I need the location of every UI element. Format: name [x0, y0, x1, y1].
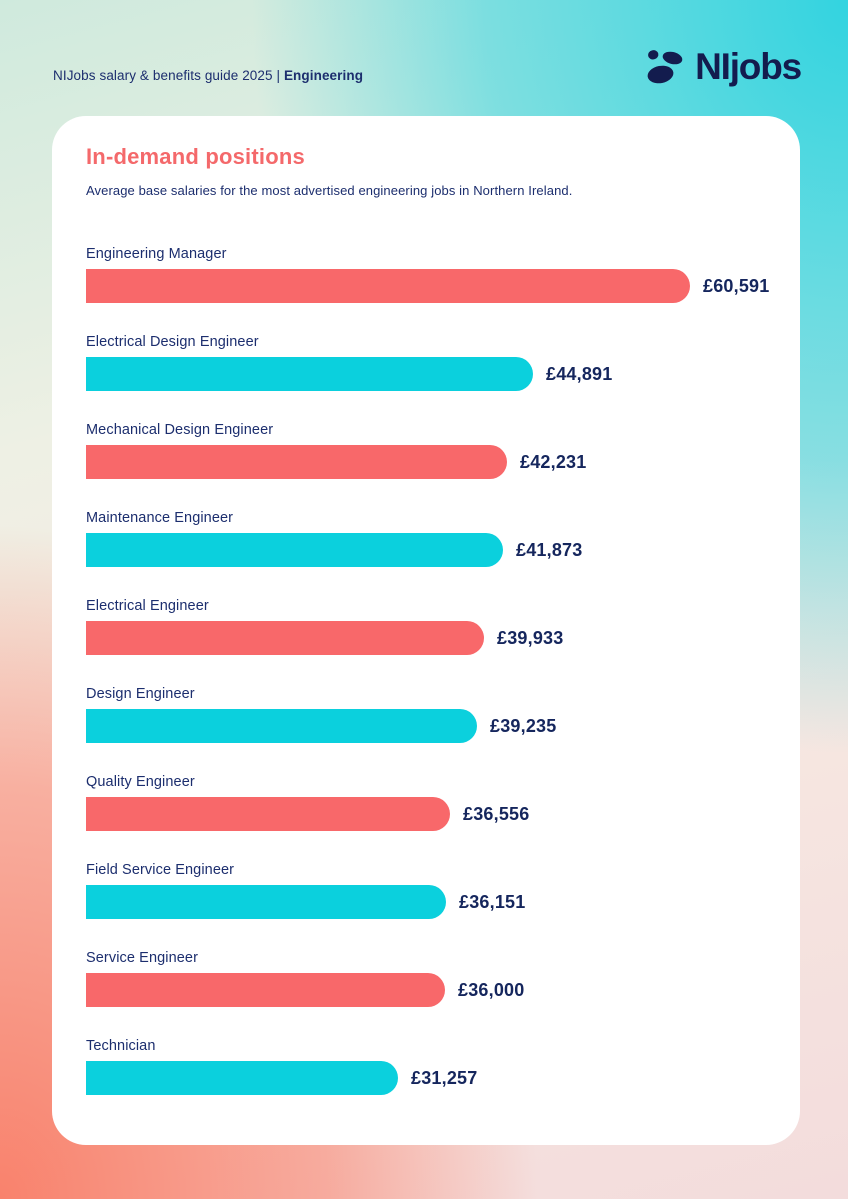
bar-row: Electrical Design Engineer £44,891 — [86, 334, 766, 391]
bar-row: Engineering Manager £60,591 — [86, 246, 770, 303]
bar-row: Maintenance Engineer £41,873 — [86, 510, 766, 567]
bar-row: Quality Engineer £36,556 — [86, 774, 766, 831]
bar-line: £44,891 — [86, 357, 766, 391]
bar-label: Technician — [86, 1038, 156, 1054]
bar-value: £42,231 — [520, 451, 587, 472]
bar-label: Design Engineer — [86, 686, 195, 702]
bar-line: £39,933 — [86, 621, 766, 655]
bar — [86, 445, 507, 479]
bar-value: £36,556 — [463, 803, 530, 824]
bar-value: £36,000 — [458, 979, 525, 1000]
bar-value: £39,933 — [497, 627, 564, 648]
card-subtitle: Average base salaries for the most adver… — [86, 183, 573, 198]
bar — [86, 269, 690, 303]
bar-value: £36,151 — [459, 891, 526, 912]
bar-label: Service Engineer — [86, 950, 199, 966]
bar-row: Design Engineer £39,235 — [86, 686, 766, 743]
bar-label: Maintenance Engineer — [86, 510, 234, 526]
bar-label: Electrical Design Engineer — [86, 334, 259, 350]
bar — [86, 885, 446, 919]
bar-row: Service Engineer £36,000 — [86, 950, 766, 1007]
bar-value: £60,591 — [703, 275, 770, 296]
bar-value: £31,257 — [411, 1067, 478, 1088]
bar — [86, 533, 503, 567]
bar-label: Engineering Manager — [86, 246, 227, 262]
bar-line: £42,231 — [86, 445, 766, 479]
nijobs-logo-text: NIjobs — [695, 45, 802, 87]
bar-line: £36,000 — [86, 973, 766, 1007]
salary-bar-chart: Engineering Manager £60,591 Electrical D… — [86, 246, 770, 1095]
bar-row: Electrical Engineer £39,933 — [86, 598, 766, 655]
bar-line: £60,591 — [86, 269, 770, 303]
nijobs-pebbles-icon — [646, 47, 688, 85]
card-title: In-demand positions — [86, 144, 305, 169]
bar-label: Quality Engineer — [86, 774, 195, 790]
bar — [86, 797, 450, 831]
bar-label: Electrical Engineer — [86, 598, 209, 614]
bar — [86, 357, 533, 391]
bar-value: £41,873 — [516, 539, 583, 560]
bar-row: Technician £31,257 — [86, 1038, 766, 1095]
guide-breadcrumb-section: Engineering — [283, 68, 364, 83]
guide-breadcrumb: NIJobs salary & benefits guide 2025 | En… — [53, 68, 363, 83]
bar-row: Mechanical Design Engineer £42,231 — [86, 422, 766, 479]
bar-value: £39,235 — [490, 715, 557, 736]
bar — [86, 709, 477, 743]
bar — [86, 1061, 398, 1095]
bar — [86, 621, 484, 655]
bar-line: £36,151 — [86, 885, 766, 919]
bar-line: £39,235 — [86, 709, 766, 743]
bar-label: Field Service Engineer — [86, 862, 235, 878]
bar-line: £36,556 — [86, 797, 766, 831]
in-demand-positions-card: In-demand positions Average base salarie… — [52, 116, 800, 1145]
nijobs-logo: NIjobs — [646, 45, 802, 87]
guide-breadcrumb-text: NIJobs salary & benefits guide 2025 | — [53, 68, 284, 83]
bar-row: Field Service Engineer £36,151 — [86, 862, 766, 919]
bar-value: £44,891 — [546, 363, 613, 384]
bar-line: £31,257 — [86, 1061, 766, 1095]
bar — [86, 973, 445, 1007]
bar-line: £41,873 — [86, 533, 766, 567]
bar-label: Mechanical Design Engineer — [86, 422, 274, 438]
